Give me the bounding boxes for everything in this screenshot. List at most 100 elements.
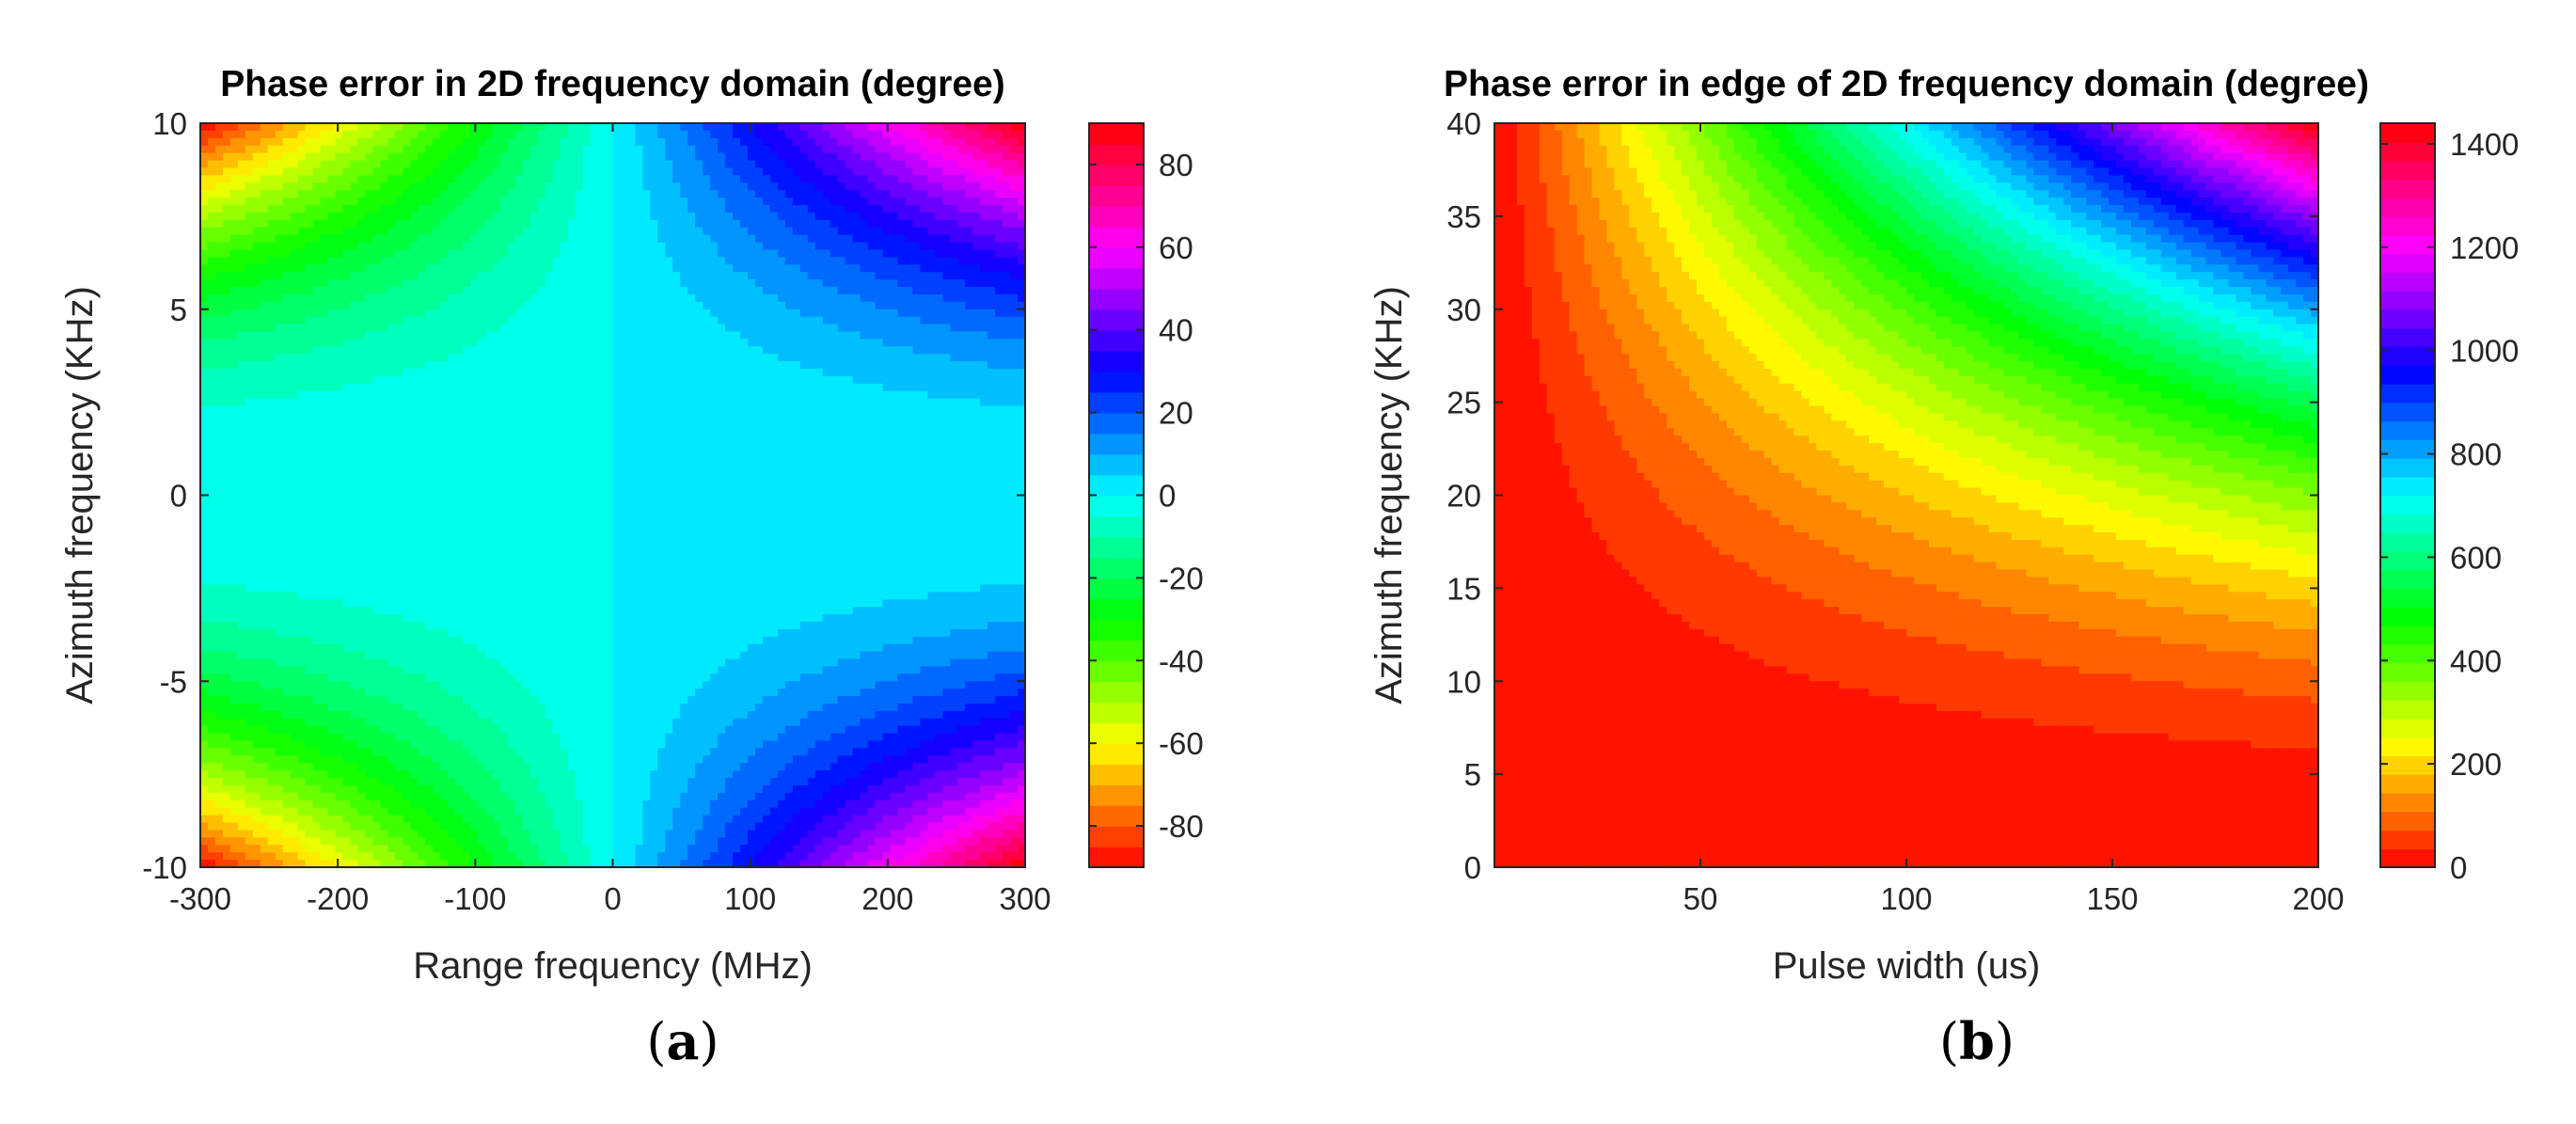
heatmap-cell <box>253 629 261 638</box>
heatmap-cell <box>561 428 569 436</box>
heatmap-cell <box>387 830 396 838</box>
heatmap-cell <box>342 547 351 556</box>
heatmap-cell <box>410 666 419 674</box>
heatmap-cell <box>350 466 358 474</box>
heatmap-cell <box>410 361 419 370</box>
heatmap-cell <box>238 406 246 415</box>
heatmap-cell <box>321 243 329 251</box>
heatmap-cell <box>223 570 231 578</box>
heatmap-cell <box>291 852 299 861</box>
heatmap-cell <box>448 778 456 786</box>
heatmap-cell <box>500 331 509 340</box>
heatmap-cell <box>523 123 531 132</box>
heatmap-cell <box>425 182 434 191</box>
heatmap-cell <box>342 175 351 183</box>
heatmap-cell <box>223 451 231 459</box>
heatmap-cell <box>253 161 261 169</box>
heatmap-cell <box>283 167 292 176</box>
heatmap-cell <box>342 302 351 310</box>
heatmap-cell <box>410 243 419 251</box>
heatmap-cell <box>515 339 524 347</box>
heatmap-cell <box>395 517 403 526</box>
heatmap-cell <box>268 659 277 668</box>
heatmap-cell <box>448 443 456 451</box>
heatmap-cell <box>448 279 456 288</box>
heatmap-cell <box>283 331 292 340</box>
heatmap-cell <box>283 748 292 756</box>
heatmap-cell <box>485 339 494 347</box>
heatmap-cell <box>336 331 344 340</box>
heatmap-cell <box>276 488 284 497</box>
heatmap-cell <box>230 681 239 689</box>
heatmap-cell <box>395 213 403 221</box>
heatmap-cell <box>433 763 441 771</box>
heatmap-cell <box>342 243 351 251</box>
heatmap-cell <box>440 837 449 846</box>
heatmap-cell <box>470 785 479 794</box>
heatmap-cell <box>268 399 277 407</box>
heatmap-cell <box>268 562 277 571</box>
heatmap-cell <box>276 279 284 288</box>
heatmap-cell <box>425 123 434 132</box>
heatmap-cell <box>342 190 351 198</box>
heatmap-cell <box>238 331 246 340</box>
heatmap-cell <box>493 496 501 504</box>
heatmap-cell <box>485 578 494 586</box>
heatmap-cell <box>561 473 569 482</box>
heatmap-cell <box>395 443 403 451</box>
heatmap-cell <box>485 637 494 645</box>
heatmap-cell <box>276 235 284 244</box>
heatmap-cell <box>470 228 479 236</box>
heatmap-cell <box>530 228 539 236</box>
heatmap-cell <box>553 391 561 400</box>
heatmap-cell <box>568 666 577 674</box>
heatmap-cell <box>215 190 224 198</box>
heatmap-cell <box>553 443 561 451</box>
heatmap-cell <box>208 167 216 176</box>
heatmap-cell <box>313 182 322 191</box>
heatmap-cell <box>380 317 388 325</box>
heatmap-cell <box>395 146 403 154</box>
heatmap-cell <box>342 466 351 474</box>
heatmap-cell <box>321 146 329 154</box>
heatmap-cell <box>403 406 411 415</box>
heatmap-cell <box>568 770 577 779</box>
heatmap-cell <box>342 481 351 489</box>
heatmap-cell <box>440 354 449 362</box>
heatmap-cell <box>365 138 373 147</box>
heatmap-cell <box>261 532 269 541</box>
heatmap-cell <box>508 510 516 518</box>
heatmap-cell <box>321 778 329 786</box>
heatmap-cell <box>372 264 381 273</box>
heatmap-cell <box>463 161 471 169</box>
heatmap-cell <box>553 466 561 474</box>
heatmap-cell <box>561 220 569 229</box>
heatmap-cell <box>545 607 554 615</box>
heatmap-cell <box>230 451 239 459</box>
heatmap-cell <box>493 719 501 727</box>
heatmap-cell <box>440 123 449 132</box>
heatmap-cell <box>523 711 531 720</box>
heatmap-cell <box>410 198 419 206</box>
heatmap-cell <box>403 325 411 333</box>
heatmap-cell <box>215 361 224 370</box>
heatmap-cell <box>230 264 239 273</box>
heatmap-cell <box>336 785 344 794</box>
heatmap-cell <box>395 562 403 571</box>
heatmap-cell <box>403 510 411 518</box>
heatmap-cell <box>433 376 441 385</box>
heatmap-cell <box>440 637 449 645</box>
heatmap-cell <box>530 637 539 645</box>
heatmap-cell <box>440 205 449 214</box>
heatmap-cell <box>245 852 254 861</box>
heatmap-cell <box>387 689 396 697</box>
heatmap-cell <box>470 399 479 407</box>
heatmap-cell <box>508 294 516 303</box>
heatmap-cell <box>463 205 471 214</box>
heatmap-cell <box>276 428 284 436</box>
heatmap-cell <box>230 391 239 400</box>
heatmap-cell <box>561 823 569 831</box>
heatmap-cell <box>200 428 209 436</box>
heatmap-cell <box>276 704 284 712</box>
heatmap-cell <box>215 406 224 415</box>
